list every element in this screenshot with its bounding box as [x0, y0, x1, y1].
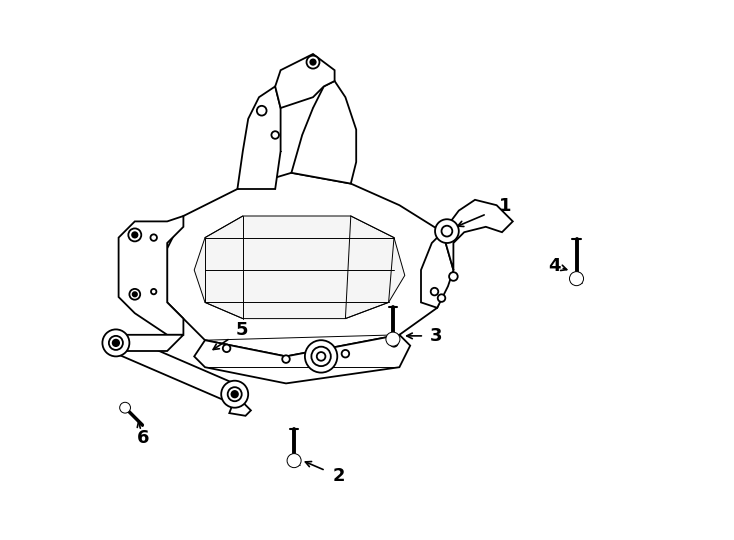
Circle shape: [431, 288, 438, 295]
Circle shape: [310, 59, 316, 65]
Text: 1: 1: [498, 197, 511, 215]
Polygon shape: [119, 216, 184, 335]
Polygon shape: [421, 232, 454, 308]
Circle shape: [449, 272, 458, 281]
Circle shape: [109, 336, 123, 350]
Circle shape: [287, 454, 301, 468]
Circle shape: [129, 289, 140, 300]
Circle shape: [307, 56, 319, 69]
Polygon shape: [112, 334, 239, 403]
Circle shape: [120, 402, 131, 413]
Circle shape: [112, 340, 119, 346]
Circle shape: [570, 272, 584, 286]
Polygon shape: [119, 335, 184, 351]
Polygon shape: [237, 86, 280, 189]
Text: 6: 6: [137, 429, 149, 448]
Polygon shape: [275, 54, 335, 108]
Polygon shape: [195, 216, 404, 319]
Circle shape: [221, 381, 248, 408]
Polygon shape: [291, 81, 356, 184]
Polygon shape: [229, 395, 251, 416]
Circle shape: [257, 106, 266, 116]
Circle shape: [231, 391, 238, 397]
Circle shape: [442, 226, 452, 237]
Circle shape: [272, 131, 279, 139]
Polygon shape: [443, 200, 513, 270]
Circle shape: [151, 289, 156, 294]
Circle shape: [341, 350, 349, 357]
Circle shape: [133, 292, 137, 296]
Circle shape: [223, 345, 230, 352]
Text: 3: 3: [430, 327, 443, 345]
Circle shape: [282, 355, 290, 363]
Circle shape: [435, 219, 459, 243]
Circle shape: [103, 329, 129, 356]
Circle shape: [386, 332, 400, 346]
Circle shape: [305, 340, 338, 373]
Text: 2: 2: [333, 467, 345, 485]
Circle shape: [317, 352, 325, 361]
Circle shape: [437, 294, 446, 302]
Circle shape: [390, 339, 398, 347]
Polygon shape: [195, 335, 410, 383]
Polygon shape: [167, 173, 454, 356]
Text: 5: 5: [236, 321, 248, 340]
Circle shape: [132, 232, 137, 238]
Circle shape: [150, 234, 157, 241]
Circle shape: [128, 228, 141, 241]
Text: 4: 4: [549, 256, 562, 275]
Circle shape: [228, 387, 241, 401]
Circle shape: [311, 347, 331, 366]
